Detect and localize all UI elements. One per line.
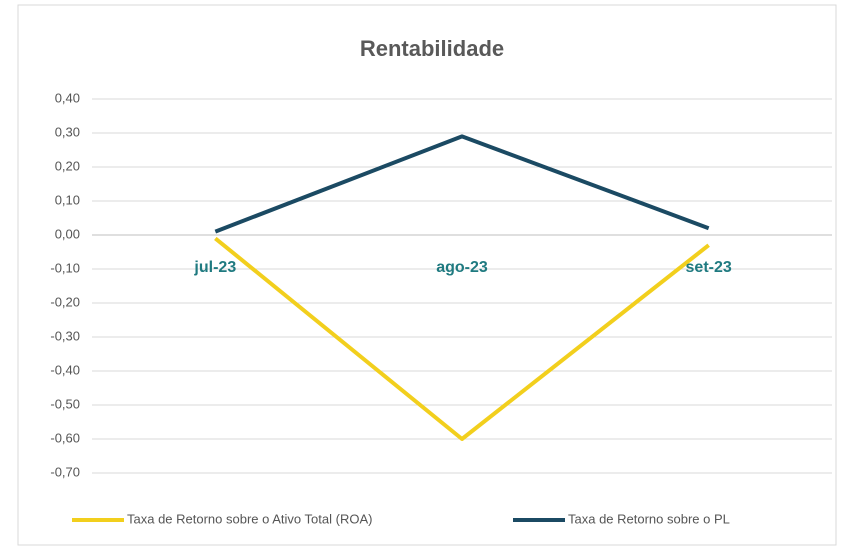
x-tick-label: set-23: [686, 259, 732, 276]
chart-border: [17, 4, 837, 546]
y-tick-label: -0,40: [50, 362, 80, 377]
y-tick-label: 0,10: [55, 192, 80, 207]
y-tick-label: -0,10: [50, 260, 80, 275]
y-tick-label: 0,30: [55, 124, 80, 139]
legend-label: Taxa de Retorno sobre o PL: [568, 511, 730, 526]
y-tick-label: 0,00: [55, 226, 80, 241]
y-tick-label: -0,30: [50, 328, 80, 343]
chart-title: Rentabilidade: [360, 36, 504, 61]
x-tick-label: ago-23: [436, 259, 488, 276]
y-tick-label: -0,70: [50, 464, 80, 479]
y-tick-label: -0,20: [50, 294, 80, 309]
y-tick-label: -0,50: [50, 396, 80, 411]
y-tick-label: 0,40: [55, 90, 80, 105]
y-tick-label: 0,20: [55, 158, 80, 173]
x-tick-label: jul-23: [193, 259, 236, 276]
legend-label: Taxa de Retorno sobre o Ativo Total (ROA…: [127, 511, 372, 526]
series-line: [214, 134, 710, 234]
y-tick-label: -0,60: [50, 430, 80, 445]
series-line: [214, 236, 710, 441]
